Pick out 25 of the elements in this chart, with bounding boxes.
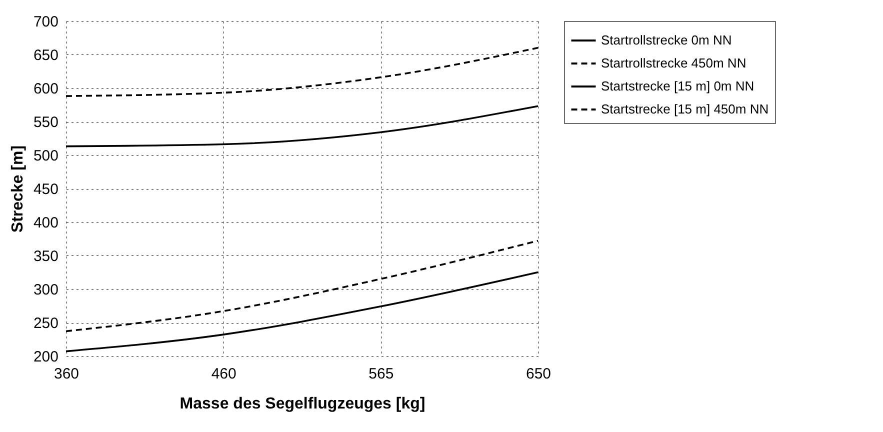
y-tick-label: 650 — [33, 47, 58, 64]
legend-label: Startrollstrecke 0m NN — [601, 32, 732, 48]
y-tick-label: 300 — [33, 282, 58, 298]
x-tick-label: 360 — [54, 366, 80, 382]
legend-label: Startrollstrecke 450m NN — [601, 56, 746, 70]
line-series — [65, 105, 539, 148]
y-tick-label: 400 — [33, 214, 58, 232]
line-series — [65, 46, 539, 97]
legend-label: Startstrecke [15 m] 450m NN — [601, 102, 769, 116]
x-axis-title: Masse des Segelflugzeuges [kg] — [180, 396, 426, 412]
legend-label: Startstrecke [15 m] 0m NN — [601, 78, 754, 94]
x-tick-label: 460 — [211, 366, 236, 382]
y-tick-label: 600 — [33, 80, 58, 98]
y-tick-label: 350 — [33, 248, 58, 265]
y-tick-label: 250 — [33, 315, 58, 332]
y-axis-title: Strecke [m] — [9, 145, 26, 233]
y-tick-label: 550 — [33, 114, 58, 131]
line-series — [65, 240, 539, 332]
y-tick-label: 700 — [33, 14, 58, 30]
y-tick-label: 200 — [33, 348, 58, 366]
x-tick-label: 565 — [368, 366, 394, 382]
y-tick-label: 450 — [33, 181, 58, 198]
x-tick-label: 650 — [526, 366, 552, 382]
line-series — [65, 271, 539, 352]
y-tick-label: 500 — [33, 148, 58, 164]
